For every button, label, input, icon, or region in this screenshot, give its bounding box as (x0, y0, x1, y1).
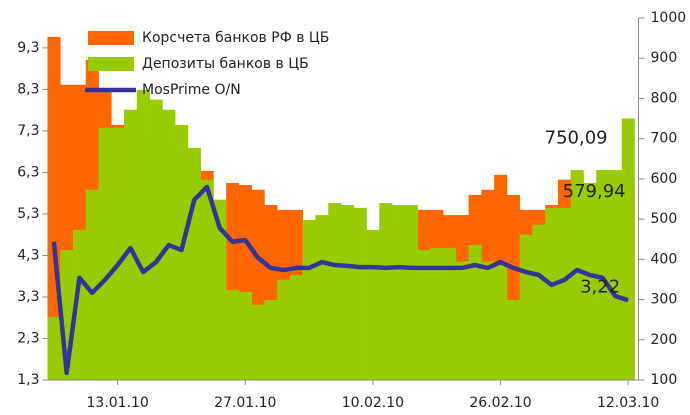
bar (175, 124, 189, 380)
y2-tick-label: 100 (651, 372, 678, 388)
bar (494, 264, 508, 380)
bar (315, 215, 329, 380)
y-tick-label: 8,3 (17, 81, 39, 97)
bar (187, 147, 201, 380)
bar (111, 127, 125, 380)
bar (251, 304, 265, 380)
bar (430, 248, 444, 380)
value-label: 579,94 (563, 181, 626, 202)
y2-tick-label: 700 (651, 131, 678, 147)
x-tick-label: 27.01.10 (214, 395, 276, 411)
bar (124, 109, 138, 380)
legend-item: Корсчета банков РФ в ЦБ (88, 30, 329, 46)
y2-tick-label: 1000 (651, 10, 687, 26)
bar (277, 279, 291, 380)
bar (404, 205, 418, 380)
bar (519, 234, 533, 380)
bar (545, 207, 559, 380)
x-tick-label: 26.02.10 (469, 395, 531, 411)
bar (302, 219, 316, 380)
bar (557, 207, 571, 380)
bar (443, 248, 457, 380)
legend-label: MosPrime O/N (142, 82, 241, 98)
bar (417, 250, 431, 380)
bar (226, 289, 240, 380)
value-label: 3,22 (580, 276, 620, 297)
legend-item: MosPrime O/N (85, 82, 241, 98)
bar (98, 127, 112, 380)
bar (455, 261, 469, 380)
bar (136, 89, 150, 381)
legend-label: Корсчета банков РФ в ЦБ (142, 30, 329, 46)
line (51, 184, 629, 376)
bar (379, 203, 393, 380)
bar (238, 291, 252, 380)
bar (200, 179, 214, 380)
legend-swatch (88, 31, 134, 45)
y2-tick-label: 800 (651, 90, 678, 106)
y-tick-label: 5,3 (17, 206, 39, 222)
y2-tick-label: 400 (651, 251, 678, 267)
bar (289, 275, 304, 380)
x-tick-label: 10.02.10 (342, 395, 404, 411)
bar (85, 189, 99, 380)
y-tick-label: 9,3 (17, 40, 39, 56)
bar (328, 203, 342, 380)
bar (570, 170, 584, 380)
bar (506, 299, 520, 380)
x-tick-label: 12.03.10 (597, 395, 659, 411)
bar (583, 182, 597, 380)
bar (264, 299, 278, 380)
y-tick-label: 4,3 (17, 247, 39, 263)
x-tick-label: 13.01.10 (87, 395, 149, 411)
bar (213, 199, 227, 380)
y-tick-label: 6,3 (17, 164, 39, 180)
bar (366, 229, 380, 380)
y2-tick-label: 300 (651, 292, 678, 308)
bar (481, 261, 495, 380)
y2-tick-label: 500 (651, 211, 678, 227)
y2-tick-label: 600 (651, 171, 678, 187)
bar (392, 205, 406, 380)
bar (596, 170, 610, 380)
value-label: 750,09 (545, 128, 608, 149)
y2-tick-label: 900 (651, 50, 678, 66)
bar (532, 224, 546, 380)
legend-swatch (88, 57, 134, 71)
bar (149, 99, 163, 380)
bar (47, 316, 61, 380)
y-tick-label: 3,3 (17, 289, 39, 305)
y-tick-label: 1,3 (17, 372, 39, 388)
legend-item: Депозиты банков в ЦБ (88, 56, 309, 72)
y-tick-label: 7,3 (17, 123, 39, 139)
y-tick-label: 2,3 (17, 330, 39, 346)
bar (468, 244, 482, 380)
bar (608, 170, 623, 380)
bar (621, 118, 635, 381)
legend-label: Депозиты банков в ЦБ (142, 56, 309, 72)
bar (341, 205, 355, 380)
bar (353, 207, 367, 380)
bar (73, 229, 87, 380)
y2-tick-label: 200 (651, 332, 678, 348)
